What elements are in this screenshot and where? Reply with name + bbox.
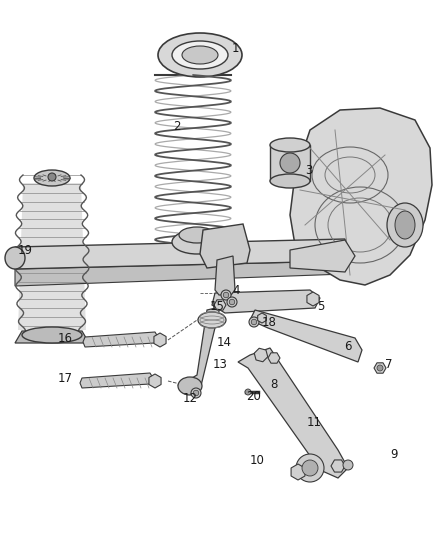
Text: 2: 2 [173,120,180,133]
Circle shape [221,290,231,300]
Circle shape [377,365,383,371]
Text: 9: 9 [390,448,398,462]
Polygon shape [15,331,89,343]
Polygon shape [250,310,362,362]
Text: 10: 10 [250,455,265,467]
Polygon shape [258,313,266,323]
Circle shape [223,292,229,298]
Polygon shape [238,348,348,478]
Circle shape [249,317,259,327]
Text: 5: 5 [317,301,325,313]
Ellipse shape [198,312,226,328]
Ellipse shape [270,138,310,152]
Text: 20: 20 [246,390,261,402]
Polygon shape [374,363,386,373]
Ellipse shape [22,327,82,343]
Circle shape [245,389,251,395]
Polygon shape [200,224,250,268]
Text: 4: 4 [232,284,240,296]
Text: 8: 8 [270,378,277,392]
Polygon shape [331,460,345,472]
Text: 17: 17 [58,373,73,385]
Polygon shape [290,108,432,285]
Text: 16: 16 [58,332,73,344]
Polygon shape [254,348,268,362]
Polygon shape [215,256,235,295]
Polygon shape [178,307,220,393]
Polygon shape [290,240,355,272]
Circle shape [251,319,257,325]
Polygon shape [291,464,305,480]
Circle shape [227,297,237,307]
Bar [270,145,310,181]
Text: 14: 14 [217,335,232,349]
Text: 13: 13 [213,359,228,372]
Polygon shape [307,292,319,306]
Ellipse shape [172,41,228,69]
Polygon shape [15,239,345,269]
Circle shape [296,454,324,482]
Ellipse shape [387,203,423,247]
Circle shape [343,460,353,470]
Polygon shape [149,374,161,388]
Text: 19: 19 [18,244,33,256]
Polygon shape [212,290,320,313]
Text: 15: 15 [210,301,225,313]
Ellipse shape [179,227,215,243]
Ellipse shape [395,211,415,239]
Polygon shape [214,300,226,310]
Ellipse shape [280,153,300,173]
Ellipse shape [182,46,218,64]
Polygon shape [154,333,166,347]
Ellipse shape [178,377,202,395]
Circle shape [48,173,56,181]
Polygon shape [18,183,86,330]
Polygon shape [15,261,345,286]
Polygon shape [83,332,158,347]
Circle shape [229,299,235,305]
Text: 6: 6 [344,341,352,353]
Ellipse shape [270,174,310,188]
Text: 3: 3 [305,164,312,176]
Ellipse shape [34,170,70,186]
Circle shape [191,388,201,398]
Text: 1: 1 [232,42,240,54]
Polygon shape [268,353,280,363]
Text: 7: 7 [385,359,392,372]
Text: 11: 11 [307,416,322,429]
Text: 18: 18 [262,317,277,329]
Ellipse shape [172,230,222,254]
Circle shape [302,460,318,476]
Ellipse shape [5,247,25,269]
Text: 12: 12 [183,392,198,405]
Polygon shape [80,373,153,388]
Ellipse shape [158,33,242,77]
Circle shape [193,390,199,395]
